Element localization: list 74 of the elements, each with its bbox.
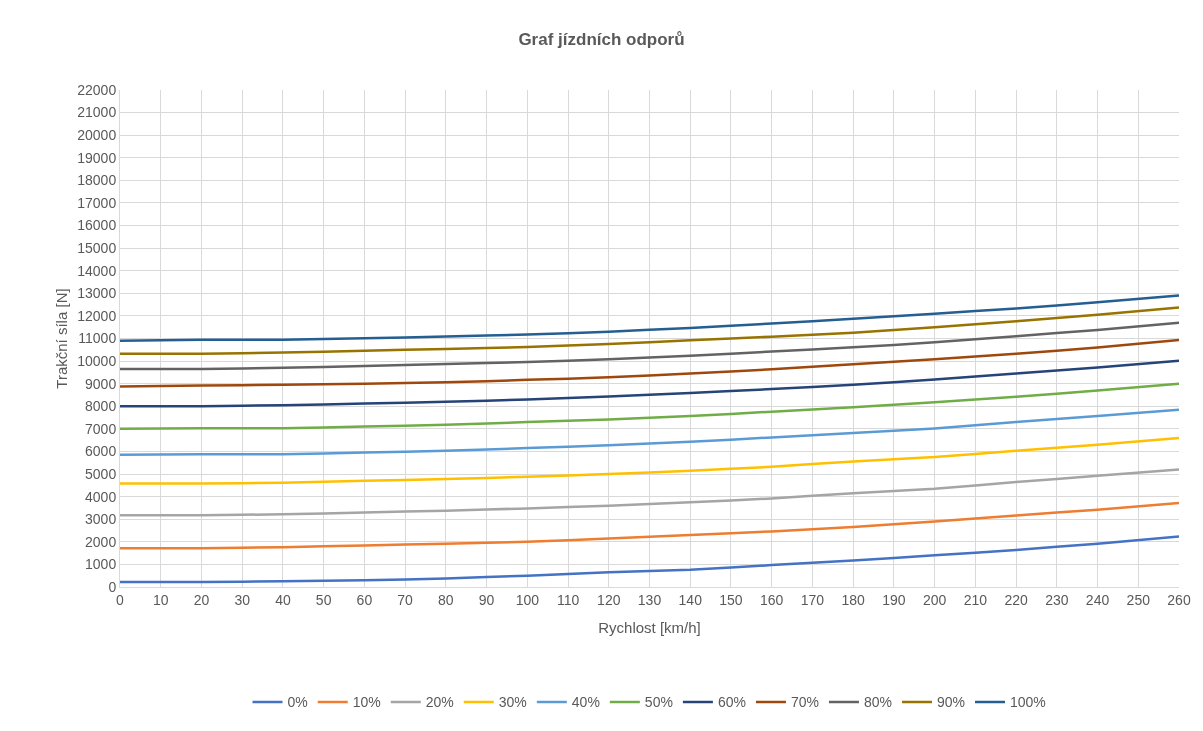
y-axis-title: Trakční síla [N] [52,288,70,389]
x-tick-label: 90 [478,591,495,608]
line-series [120,436,1179,485]
x-tick-label: 170 [800,591,825,608]
x-tick-label: 40 [275,591,291,608]
line-series [120,468,1179,517]
y-tick-label: 20000 [77,127,117,144]
y-tick-label: 17000 [77,194,117,211]
x-tick-label: 150 [719,591,743,608]
y-tick-label: 0 [108,578,117,595]
x-tick-label: 230 [1045,591,1069,608]
y-tick-label: 4000 [85,488,117,505]
x-tick-label: 80 [438,591,454,608]
x-tick-label: 130 [637,591,662,608]
x-tick-label: 250 [1126,591,1151,608]
x-tick-label: 110 [556,591,580,608]
y-tick-label: 2000 [85,533,117,550]
y-tick-label: 1000 [85,556,117,573]
x-tick-label: 30 [234,591,251,608]
line-series [120,408,1179,457]
y-tick-label: 10000 [77,352,117,369]
legend-label: 70% [790,694,819,711]
y-tick-label: 7000 [85,420,117,437]
legend-label: 30% [498,694,527,711]
line-series [120,321,1179,371]
y-tick-label: 16000 [77,217,117,234]
x-tick-label: 100 [515,591,540,608]
x-tick-label: 50 [315,591,332,608]
x-tick-label: 240 [1085,591,1110,608]
y-tick-label: 5000 [85,465,117,482]
legend-label: 90% [936,694,966,711]
legend-label: 50% [644,694,673,711]
line-series [120,501,1179,550]
x-tick-label: 190 [882,591,906,608]
legend-label: 60% [717,694,746,711]
line-series [120,338,1179,388]
x-tick-label: 210 [963,591,988,608]
x-tick-label: 60 [356,591,373,608]
y-tick-label: 6000 [85,443,117,460]
line-series [120,535,1179,584]
x-tick-label: 220 [1004,591,1028,608]
y-tick-label: 12000 [77,307,117,324]
legend-label: 0% [287,694,308,711]
legend-label: 80% [863,694,892,711]
chart-title: Graf jízdních odporů [518,29,685,49]
y-tick-label: 13000 [77,285,117,302]
legend-label: 10% [352,694,381,711]
legend-label: 40% [571,694,600,711]
line-series [120,382,1179,431]
legend-label: 100% [1010,694,1046,711]
y-tick-label: 3000 [85,511,117,528]
line-series [120,359,1179,408]
x-tick-label: 260 [1167,591,1191,608]
y-tick-label: 21000 [77,104,117,121]
x-tick-label: 180 [841,591,866,608]
x-tick-label: 140 [678,591,703,608]
legend-label: 20% [425,694,454,711]
line-series [120,294,1179,343]
y-tick-label: 19000 [77,149,117,166]
y-tick-label: 15000 [77,240,117,257]
x-tick-label: 20 [193,591,210,608]
y-tick-label: 18000 [77,172,117,189]
y-tick-label: 22000 [77,81,117,98]
y-tick-label: 11000 [78,330,117,347]
x-tick-label: 160 [760,591,784,608]
y-tick-label: 14000 [77,262,117,279]
x-tick-label: 70 [397,591,414,608]
line-series [120,306,1179,355]
y-tick-label: 9000 [85,375,117,392]
y-tick-label: 8000 [85,398,117,415]
x-tick-label: 200 [922,591,947,608]
x-tick-label: 10 [152,591,169,608]
x-axis-title: Rychlost [km/h] [598,618,701,636]
x-tick-label: 120 [597,591,621,608]
